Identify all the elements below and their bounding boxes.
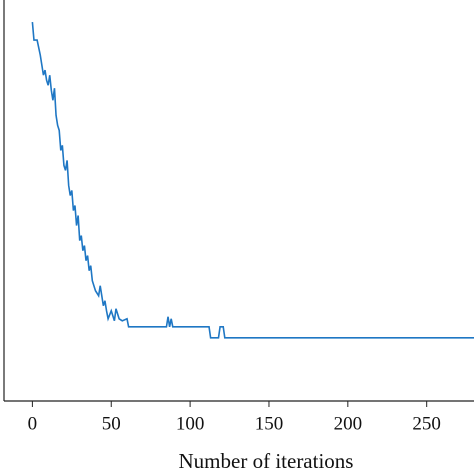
x-tick-label: 250	[412, 413, 441, 434]
data-line	[31, 21, 474, 339]
x-axis-label: Number of iterations	[179, 449, 354, 473]
x-tick-label: 100	[176, 413, 205, 434]
x-tick-label: 150	[255, 413, 284, 434]
x-tick-label: 0	[28, 413, 38, 434]
x-tick-label: 50	[102, 413, 121, 434]
x-tick-label: 200	[334, 413, 363, 434]
